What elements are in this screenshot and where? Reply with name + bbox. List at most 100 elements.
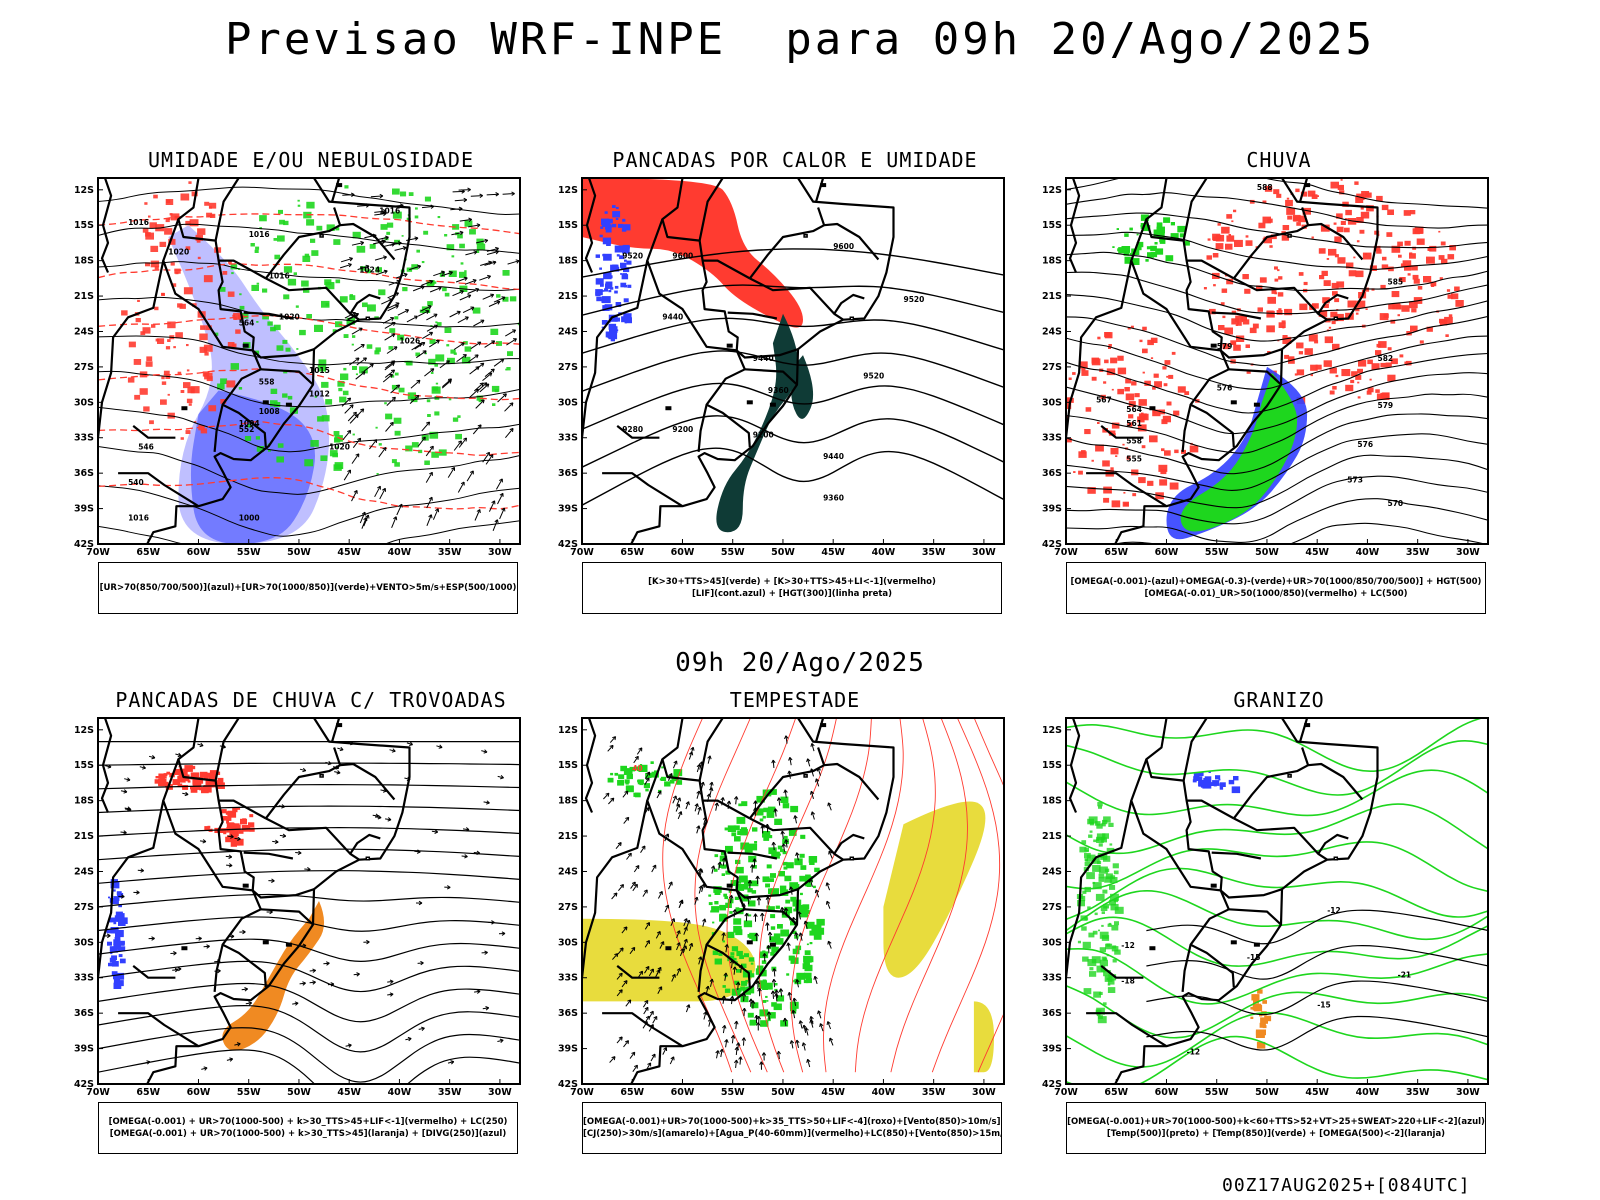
vector-head [383, 269, 388, 274]
vector-head [490, 293, 495, 298]
rain-red-area [1168, 374, 1174, 379]
streamline-arrow [105, 765, 112, 768]
rain-red-area [1123, 492, 1126, 494]
wind-vector-850 [731, 1035, 734, 1044]
dashed-thickness-area [146, 356, 153, 362]
thunder-red-area [172, 779, 180, 786]
temp-850-green-area [1102, 889, 1108, 894]
humidity-low-area [283, 220, 289, 226]
thunder-red-area [232, 824, 241, 832]
thunder-red-area [237, 807, 241, 810]
humidity-low-area [475, 250, 480, 253]
wind-850-green-area [775, 905, 780, 909]
vector-head [425, 310, 430, 314]
rain-red-area [1203, 287, 1207, 290]
omega-orange-area [1250, 1006, 1254, 1010]
legend-box: [K>30+TTS>45](verde) + [K>30+TTS>45+LI<-… [582, 562, 1002, 614]
wind-vector-850 [652, 1016, 658, 1024]
vector-head [734, 796, 739, 800]
temp-850-green-area [1096, 1013, 1101, 1017]
hail-blue-area [1218, 778, 1221, 781]
border-line [823, 222, 880, 261]
lon-label: 60W [1155, 547, 1179, 558]
vector-head [198, 936, 202, 941]
wind-vector [439, 360, 450, 369]
streamline-arrow [124, 778, 131, 781]
vector-head [366, 939, 370, 945]
omega-orange-area [1256, 1041, 1266, 1049]
humidity-low-area [405, 361, 412, 366]
wind-vector-850 [657, 986, 663, 994]
map-background [1066, 718, 1488, 1084]
vector-head [469, 470, 474, 475]
lake [365, 856, 371, 861]
lat-label: 27S [74, 362, 94, 373]
lat-label: 39S [1042, 1044, 1062, 1055]
hail-blue-area [1198, 772, 1204, 777]
wind-vector [344, 312, 356, 319]
wind-vector [374, 256, 387, 261]
wind-vector [339, 263, 352, 269]
height-500-contour [1111, 522, 1487, 544]
lon-label: 30W [1456, 1087, 1480, 1098]
humidity-low-area [366, 344, 373, 349]
dashed-thickness-area [149, 222, 157, 229]
humidity-low-area [397, 334, 405, 341]
wind-850-green-area [731, 832, 737, 837]
vector-head [709, 978, 714, 983]
lif-contour-area [605, 227, 612, 233]
dashed-thickness-area [200, 325, 206, 330]
wind-vector [456, 354, 467, 363]
wind-vector [425, 445, 434, 457]
rain-red-area [1147, 480, 1154, 486]
lat-label: 18S [1042, 796, 1062, 807]
vector-head [753, 913, 758, 918]
rain-red-area [1316, 195, 1319, 197]
rain-red-area [1357, 368, 1363, 374]
lif-contour-area [622, 219, 626, 222]
wind-850-green-area [724, 896, 729, 900]
vector-head [462, 354, 467, 359]
streamline-arrow [226, 1058, 233, 1061]
vector-head [783, 789, 788, 794]
wind-vector [458, 437, 467, 448]
lif-contour-area [600, 226, 604, 229]
streamline-arrow [334, 771, 341, 774]
lon-label: 30W [972, 1087, 996, 1098]
wind-vector-850 [799, 932, 803, 941]
divergence-blue-area [112, 898, 119, 905]
vector-head [347, 263, 352, 268]
thickness-line [98, 315, 520, 345]
lat-label: 12S [74, 725, 94, 736]
rain-red-area [1388, 266, 1394, 272]
rain-red-area [1310, 364, 1318, 371]
rain-red-area [1416, 238, 1425, 245]
humidity-low-area [446, 344, 450, 347]
divergence-blue-area [113, 982, 122, 989]
humidity-low-area [459, 243, 465, 249]
humidity-low-area [394, 372, 399, 376]
vector-head [434, 829, 439, 834]
temp-850-contour [1066, 718, 1485, 773]
wind-vector-850 [720, 1049, 723, 1058]
border-line [1317, 833, 1349, 855]
vector-head [646, 940, 650, 944]
lif-contour-area [610, 337, 615, 342]
temp-850-green-area [1100, 967, 1106, 972]
rain-red-area [1281, 320, 1286, 324]
streamline-850 [890, 718, 968, 1073]
dashed-thickness-area [165, 375, 171, 379]
rain-red-area [1380, 392, 1390, 400]
wind-vector-850 [703, 1011, 707, 1020]
legend-text: [CJ(250)>30m/s](amarelo)+[Agua_P(40-60mm… [583, 1129, 1002, 1139]
rain-red-area [1387, 347, 1392, 351]
humidity-low-area [310, 238, 316, 243]
border-line [1219, 348, 1283, 359]
wind-vector [505, 428, 514, 439]
rain-red-area [1137, 424, 1147, 432]
thunder-red-area [249, 827, 255, 832]
wind-vector [417, 310, 430, 317]
rain-red-area [1258, 222, 1266, 229]
thunder-red-area [209, 780, 219, 788]
